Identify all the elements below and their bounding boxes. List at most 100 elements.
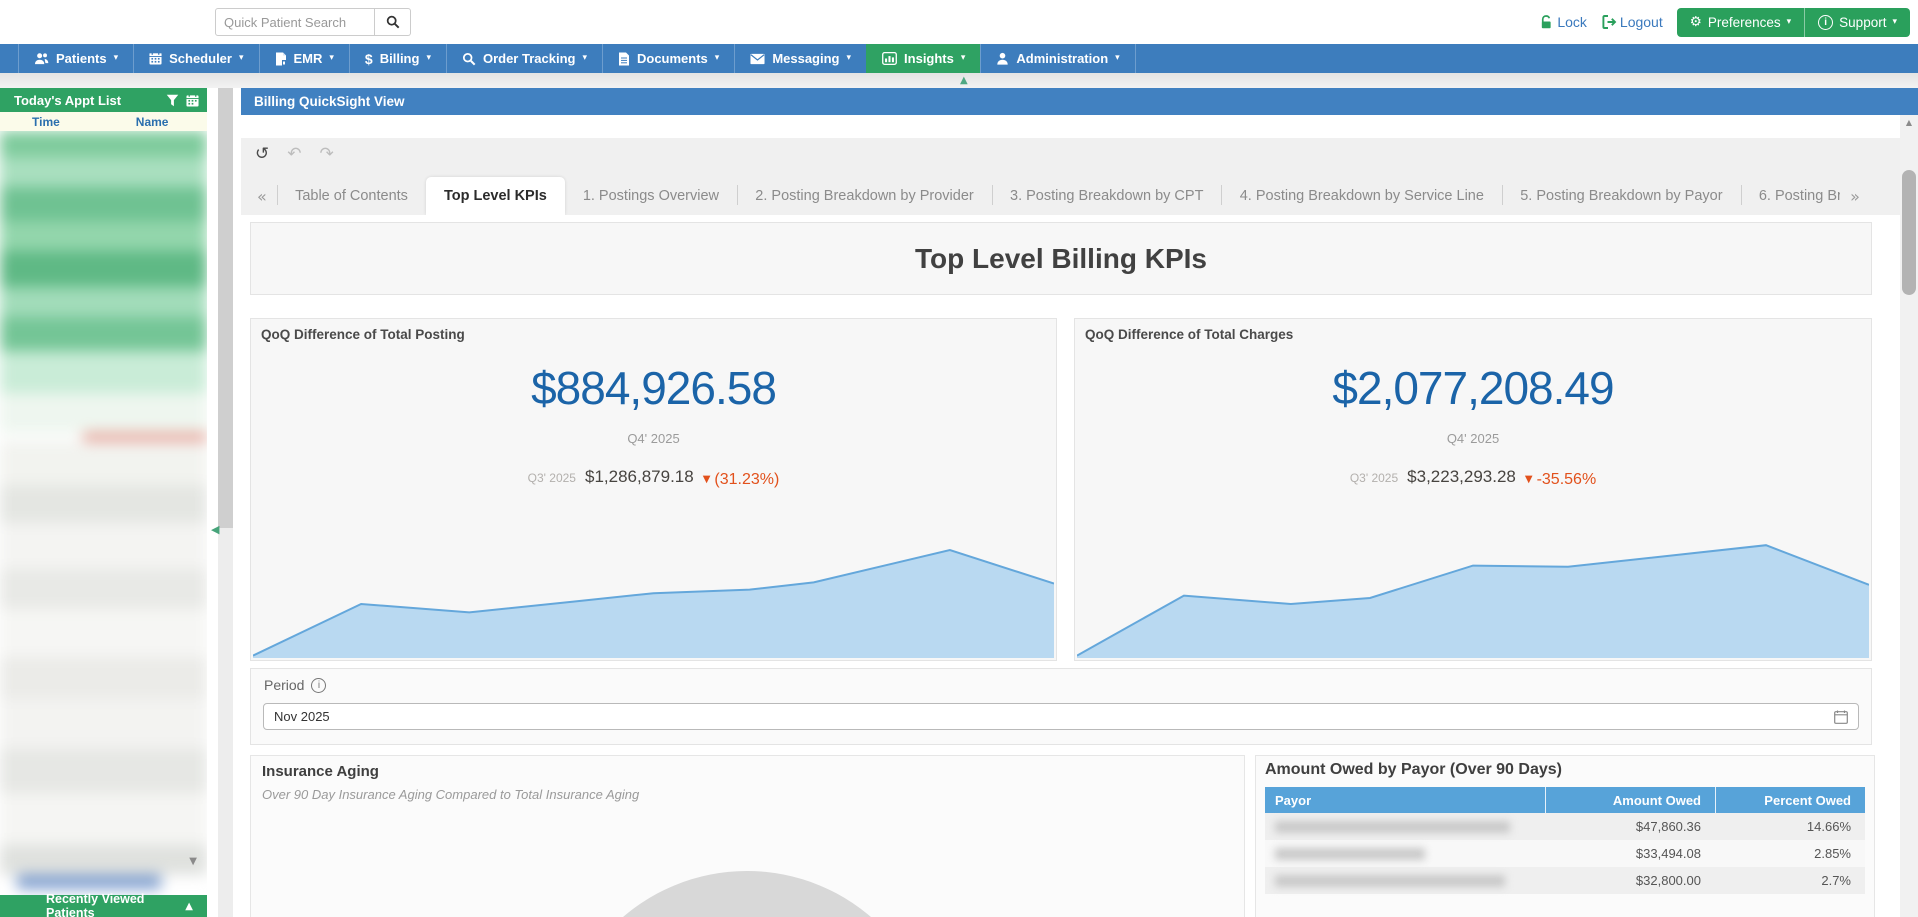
logout-button[interactable]: Logout bbox=[1601, 14, 1663, 30]
logout-label: Logout bbox=[1619, 14, 1663, 30]
kpi-prev-period: Q3' 2025 bbox=[527, 471, 576, 485]
col-name: Name bbox=[135, 114, 169, 129]
preferences-button[interactable]: ⚙ Preferences ▾ bbox=[1677, 8, 1804, 37]
search-button[interactable] bbox=[375, 8, 411, 36]
lock-button[interactable]: Lock bbox=[1539, 14, 1587, 30]
info-icon[interactable]: i bbox=[311, 677, 327, 693]
recently-viewed-patients-bar[interactable]: Recently Viewed Patients ▲ bbox=[0, 892, 207, 917]
calendar-icon bbox=[1834, 710, 1848, 724]
kpi-period: Q4' 2025 bbox=[627, 431, 680, 446]
percent-owed-value: 2.85% bbox=[1814, 846, 1851, 861]
period-filter-tile: Period i Nov 2025 bbox=[250, 668, 1872, 745]
scroll-down-icon[interactable]: ▼ bbox=[189, 856, 197, 867]
preferences-label: Preferences bbox=[1707, 14, 1781, 30]
appt-column-headers: Time Name bbox=[0, 112, 207, 131]
col-percent-owed[interactable]: Percent Owed bbox=[1715, 787, 1865, 813]
scroll-up-icon[interactable]: ▲ bbox=[1905, 118, 1913, 127]
redo-icon[interactable]: ↷ bbox=[319, 144, 334, 164]
collapse-up-icon[interactable]: ▲ bbox=[960, 75, 968, 86]
nav-order-tracking[interactable]: Order Tracking ▾ bbox=[445, 44, 602, 73]
tab-top-level-kpis[interactable]: Top Level KPIs bbox=[425, 177, 565, 215]
sidebar-scrollbar[interactable] bbox=[218, 88, 233, 917]
percent-owed-value: 14.66% bbox=[1806, 819, 1851, 834]
down-triangle-icon: ▼ bbox=[1524, 474, 1533, 485]
nav-patients[interactable]: Patients ▾ bbox=[18, 44, 133, 73]
top-bar: Lock Logout ⚙ Preferences ▾ i Support ▾ bbox=[0, 0, 1918, 44]
table-row[interactable]: $32,800.00 2.7% bbox=[1265, 867, 1865, 894]
tab-breakdown-provider[interactable]: 2. Posting Breakdown by Provider bbox=[755, 188, 974, 204]
chevron-down-icon: ▾ bbox=[1892, 16, 1897, 27]
tab-breakdown-location[interactable]: 6. Posting Breakdown by Location bbox=[1758, 188, 1841, 204]
kpi-sparkline-chart bbox=[1076, 538, 1870, 658]
envelope-icon bbox=[750, 53, 765, 64]
nav-billing[interactable]: $ Billing ▾ bbox=[348, 44, 446, 73]
chevron-down-icon: ▾ bbox=[582, 53, 587, 63]
bar-chart-icon bbox=[882, 52, 897, 65]
insurance-aging-subtitle: Over 90 Day Insurance Aging Compared to … bbox=[262, 787, 640, 802]
tab-breakdown-service-line[interactable]: 4. Posting Breakdown by Service Line bbox=[1239, 188, 1484, 204]
filter-icon[interactable] bbox=[166, 94, 179, 107]
tabs-scroll-right-icon[interactable]: » bbox=[1850, 187, 1860, 206]
kpi-comparison: Q3' 2025 $1,286,879.18 ▼ (31.23%) bbox=[251, 467, 1056, 489]
blurred-payor-name bbox=[1275, 874, 1505, 887]
quicksight-toolbar-band: ↺ ↶ ↷ « Table of Contents Top Level KPIs… bbox=[241, 138, 1900, 215]
lock-icon bbox=[1542, 15, 1551, 29]
payor-table-title: Amount Owed by Payor (Over 90 Days) bbox=[1265, 761, 1562, 778]
appt-list-title: Today's Appt List bbox=[14, 92, 122, 108]
appt-list-body[interactable]: ▼ bbox=[0, 131, 207, 895]
donut-chart bbox=[557, 871, 937, 917]
recently-viewed-label: Recently Viewed Patients bbox=[46, 892, 145, 917]
tab-postings-overview[interactable]: 1. Postings Overview bbox=[582, 188, 720, 204]
kpi-comparison: Q3' 2025 $3,223,293.28 ▼ -35.56% bbox=[1075, 467, 1871, 489]
expand-up-icon: ▲ bbox=[185, 900, 193, 912]
sidebar-collapse-icon[interactable]: ◀ bbox=[211, 523, 220, 536]
search-input[interactable] bbox=[215, 8, 375, 36]
chevron-down-icon: ▾ bbox=[113, 53, 119, 63]
tab-breakdown-cpt[interactable]: 3. Posting Breakdown by CPT bbox=[1010, 188, 1204, 204]
period-date-picker[interactable]: Nov 2025 bbox=[263, 703, 1859, 730]
chart-file-icon bbox=[275, 52, 286, 66]
tab-breakdown-payor[interactable]: 5. Posting Breakdown by Payor bbox=[1520, 188, 1723, 204]
chevron-down-icon: ▾ bbox=[238, 53, 244, 63]
users-icon bbox=[35, 53, 49, 65]
nav-documents[interactable]: Documents ▾ bbox=[601, 44, 734, 73]
table-row[interactable]: $33,494.08 2.85% bbox=[1265, 840, 1865, 867]
lock-label: Lock bbox=[1557, 14, 1587, 30]
main-scrollbar-thumb[interactable] bbox=[1902, 170, 1916, 295]
appointments-sidebar: Today's Appt List Time Name bbox=[0, 88, 207, 917]
blurred-patient-rows bbox=[0, 131, 207, 895]
tab-table-of-contents[interactable]: Table of Contents bbox=[295, 188, 408, 204]
quick-patient-search bbox=[215, 8, 411, 36]
search-icon bbox=[462, 52, 476, 65]
percent-owed-value: 2.7% bbox=[1821, 873, 1851, 888]
calendar-icon bbox=[149, 52, 162, 65]
blurred-payor-name bbox=[1275, 820, 1510, 833]
nav-messaging[interactable]: Messaging ▾ bbox=[734, 44, 866, 73]
nav-administration[interactable]: Administration ▾ bbox=[980, 44, 1136, 73]
nav-emr[interactable]: EMR ▾ bbox=[258, 44, 349, 73]
calendar-icon[interactable] bbox=[186, 93, 199, 107]
tabs-scroll-left-icon[interactable]: « bbox=[257, 187, 267, 206]
undo-icon[interactable]: ↶ bbox=[287, 144, 302, 164]
quicksight-embed: ↺ ↶ ↷ « Table of Contents Top Level KPIs… bbox=[241, 115, 1918, 917]
reset-icon[interactable]: ↺ bbox=[255, 144, 270, 164]
kpi-change: ▼ -35.56% bbox=[1524, 470, 1597, 488]
col-amount-owed[interactable]: Amount Owed bbox=[1545, 787, 1715, 813]
nav-label: Messaging bbox=[772, 51, 840, 66]
nav-insights[interactable]: Insights ▾ bbox=[866, 44, 981, 73]
col-payor[interactable]: Payor bbox=[1275, 792, 1312, 808]
support-button[interactable]: i Support ▾ bbox=[1805, 8, 1910, 37]
main-scrollbar[interactable]: ▲ bbox=[1900, 115, 1918, 917]
nav-label: Insights bbox=[904, 51, 954, 66]
sidebar-scrollbar-thumb[interactable] bbox=[218, 88, 233, 528]
kpi-change: ▼ (31.23%) bbox=[702, 470, 780, 488]
dashboard-sheet: Top Level Billing KPIs QoQ Difference of… bbox=[241, 215, 1900, 917]
table-row[interactable]: $47,860.36 14.66% bbox=[1265, 813, 1865, 840]
main-nav: Patients ▾ Scheduler ▾ EMR ▾ $ Billing ▾ Ord… bbox=[0, 44, 1918, 73]
kpi-value: $2,077,208.49 bbox=[1332, 362, 1614, 414]
chevron-down-icon: ▾ bbox=[1115, 53, 1120, 63]
nav-scheduler[interactable]: Scheduler ▾ bbox=[133, 44, 258, 73]
kpi-sparkline-chart bbox=[252, 538, 1055, 658]
support-label: Support bbox=[1839, 14, 1887, 30]
